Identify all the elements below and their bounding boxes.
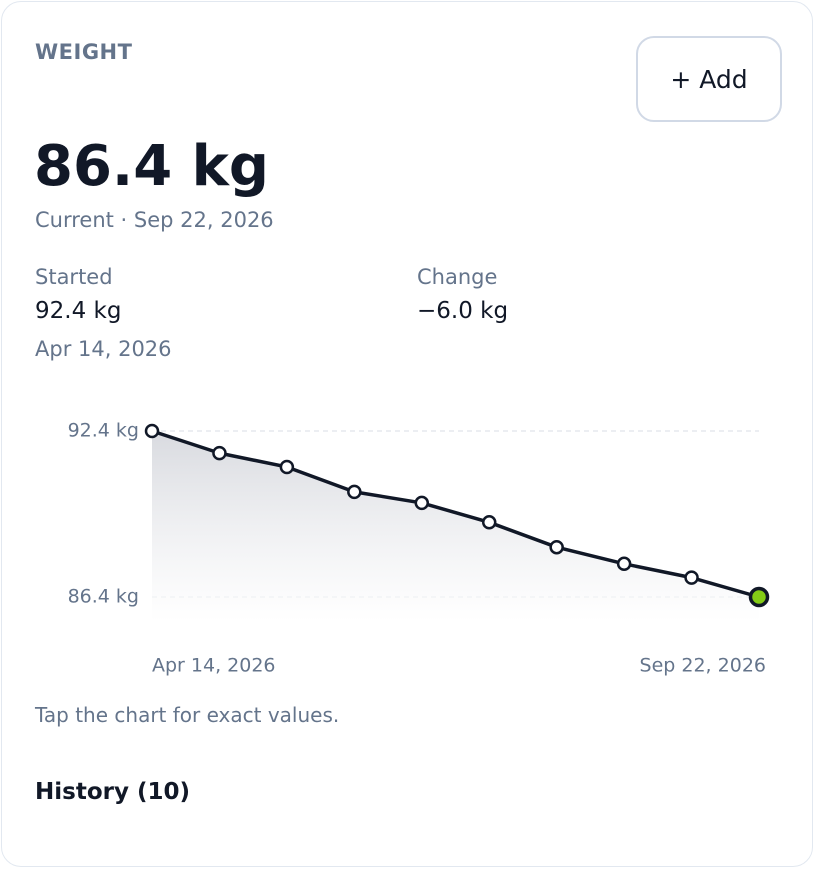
line <box>151 429 760 599</box>
point <box>279 459 295 475</box>
point <box>414 495 430 511</box>
point <box>481 515 497 530</box>
started-value: 92.4 kg <box>35 298 122 324</box>
point <box>144 423 160 439</box>
x-tick-label: Apr 14, 2026 <box>152 655 276 677</box>
point <box>684 570 699 585</box>
started-label: Started <box>35 265 113 289</box>
point <box>347 484 362 500</box>
history-title[interactable]: History (10) <box>35 779 190 805</box>
area <box>152 431 759 622</box>
x-tick-label: Sep 22, 2026 <box>640 655 766 677</box>
add-button[interactable]: + Add <box>636 36 782 122</box>
change-value: −6.0 kg <box>417 298 509 324</box>
y-tick-label: 86.4 kg <box>68 586 139 608</box>
latest-point <box>748 586 770 608</box>
point <box>549 539 564 555</box>
card-title: WEIGHT <box>35 40 133 64</box>
chart-note: Tap the chart for exact values. <box>35 703 340 727</box>
current-value: 86.4 kg <box>34 134 269 199</box>
current-label: Current · Sep 22, 2026 <box>35 208 274 232</box>
change-label: Change <box>417 265 498 289</box>
started-date: Apr 14, 2026 <box>35 337 172 361</box>
y-tick-label: 92.4 kg <box>68 420 139 442</box>
point <box>212 445 227 461</box>
point <box>616 556 632 572</box>
